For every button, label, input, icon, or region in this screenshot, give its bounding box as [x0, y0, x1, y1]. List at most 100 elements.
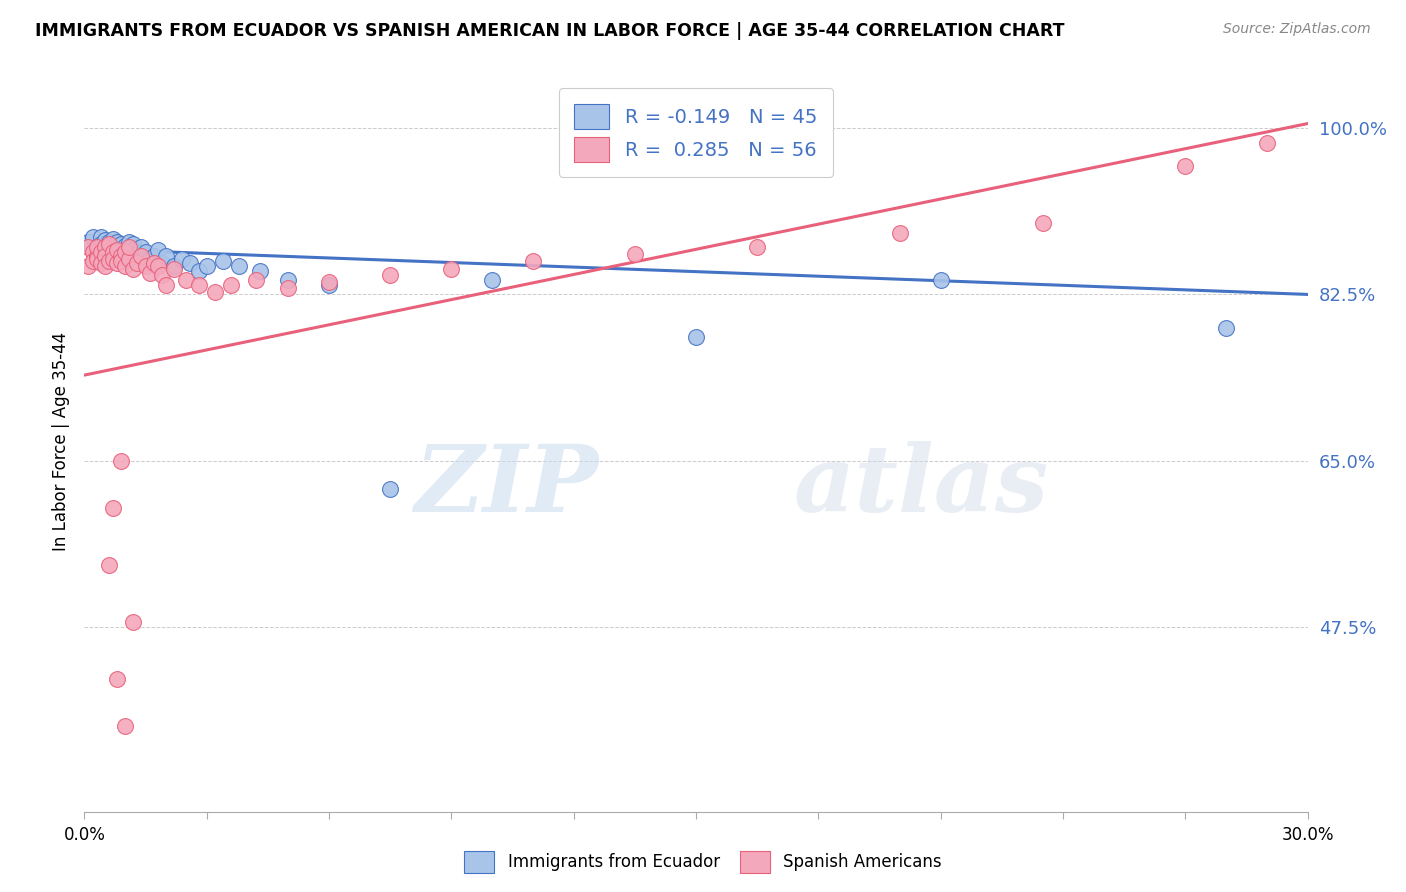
Point [249, 263, 271, 277]
Point [82, 230, 104, 244]
Point [114, 244, 136, 259]
Point [93, 259, 115, 273]
Point [245, 273, 267, 287]
Point [522, 254, 544, 268]
Point [86, 240, 108, 254]
Point [82, 254, 104, 268]
Point [929, 273, 952, 287]
Point [142, 256, 165, 270]
Point [138, 252, 160, 267]
Point [228, 259, 250, 273]
Point [110, 237, 132, 252]
Point [93, 240, 115, 254]
Point [624, 246, 647, 260]
Point [118, 252, 141, 267]
Point [219, 277, 242, 292]
Point [138, 266, 160, 280]
Point [114, 719, 136, 733]
Point [82, 244, 104, 259]
Point [118, 240, 141, 254]
Point [122, 237, 145, 252]
Point [93, 240, 115, 254]
Point [146, 243, 169, 257]
Point [187, 277, 209, 292]
Point [155, 277, 177, 292]
Point [77, 259, 100, 273]
Point [1256, 136, 1278, 150]
Point [110, 453, 132, 467]
Point [101, 500, 124, 515]
Point [118, 240, 141, 254]
Point [110, 254, 132, 268]
Point [101, 244, 124, 259]
Point [105, 243, 128, 257]
Point [135, 244, 157, 259]
Point [174, 273, 197, 287]
Point [97, 244, 120, 259]
Point [146, 259, 169, 273]
Point [93, 250, 115, 264]
Text: atlas: atlas [794, 441, 1049, 531]
Point [163, 261, 186, 276]
Point [142, 250, 165, 264]
Point [155, 250, 177, 264]
Point [118, 235, 141, 250]
Point [77, 240, 100, 254]
Point [110, 243, 132, 257]
Point [277, 281, 299, 295]
Point [195, 259, 218, 273]
Point [747, 240, 769, 254]
Text: IMMIGRANTS FROM ECUADOR VS SPANISH AMERICAN IN LABOR FORCE | AGE 35-44 CORRELATI: IMMIGRANTS FROM ECUADOR VS SPANISH AMERI… [35, 22, 1064, 40]
Point [481, 273, 503, 287]
Point [150, 268, 173, 283]
Point [86, 240, 108, 254]
Point [318, 275, 340, 289]
Point [97, 235, 120, 250]
Y-axis label: In Labor Force | Age 35-44: In Labor Force | Age 35-44 [52, 332, 70, 551]
Point [90, 256, 112, 270]
Point [101, 237, 124, 252]
Point [97, 237, 120, 252]
Point [187, 263, 209, 277]
Text: Source: ZipAtlas.com: Source: ZipAtlas.com [1223, 22, 1371, 37]
Point [97, 558, 120, 572]
Point [150, 256, 173, 270]
Point [97, 254, 120, 268]
Point [86, 244, 108, 259]
Point [204, 285, 226, 299]
Point [122, 261, 145, 276]
Point [90, 237, 112, 252]
Point [101, 252, 124, 267]
Point [93, 233, 115, 247]
Point [1174, 159, 1197, 173]
Point [163, 259, 186, 273]
Point [440, 261, 463, 276]
Legend: Immigrants from Ecuador, Spanish Americans: Immigrants from Ecuador, Spanish America… [457, 845, 949, 880]
Point [105, 256, 128, 270]
Point [380, 268, 402, 283]
Point [179, 256, 201, 270]
Point [122, 243, 145, 257]
Point [685, 330, 707, 344]
Point [889, 226, 911, 240]
Point [277, 273, 299, 287]
Point [172, 252, 194, 267]
Point [131, 250, 153, 264]
Text: ZIP: ZIP [413, 441, 598, 531]
Point [127, 246, 149, 260]
Point [1032, 216, 1054, 230]
Point [110, 250, 132, 264]
Point [90, 244, 112, 259]
Point [101, 232, 124, 246]
Point [127, 256, 149, 270]
Legend: R = -0.149   N = 45, R =  0.285   N = 56: R = -0.149 N = 45, R = 0.285 N = 56 [560, 88, 832, 178]
Point [105, 240, 128, 254]
Point [135, 259, 157, 273]
Point [105, 235, 128, 250]
Point [86, 252, 108, 267]
Point [114, 239, 136, 253]
Point [212, 254, 235, 268]
Point [90, 230, 112, 244]
Point [380, 482, 402, 496]
Point [105, 672, 128, 686]
